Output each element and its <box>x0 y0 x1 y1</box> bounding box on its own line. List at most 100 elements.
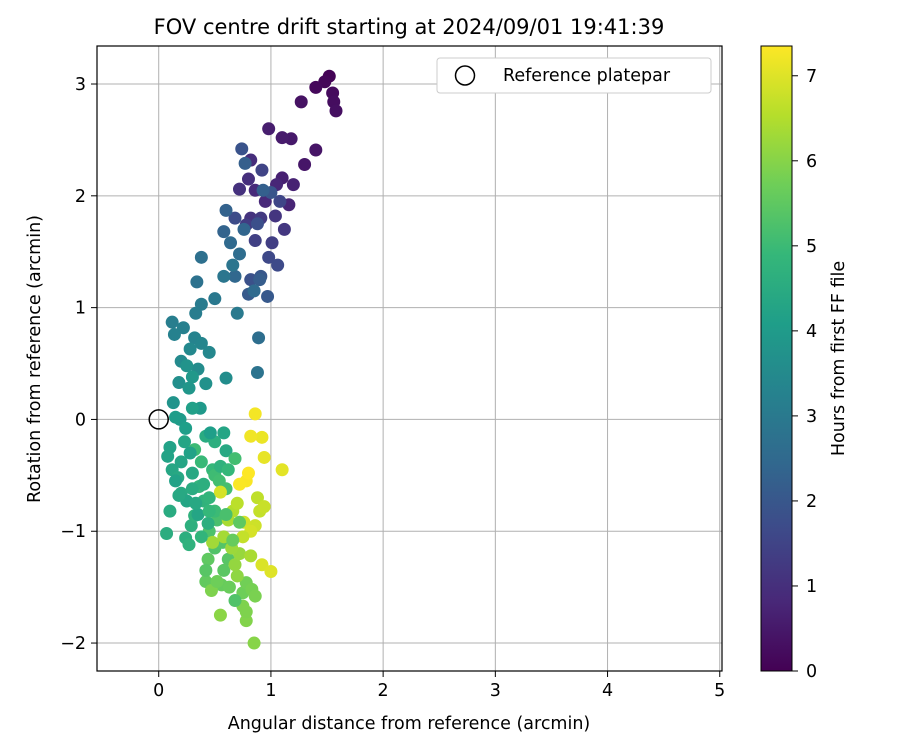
data-point <box>247 636 261 650</box>
colorbar: 0 1 2 3 4 5 6 7 Hours from first FF file <box>760 45 849 682</box>
data-point <box>228 211 242 225</box>
data-point <box>235 142 249 156</box>
data-point <box>183 446 197 460</box>
colorbar-tick-label: 6 <box>806 152 817 172</box>
data-point <box>201 516 215 530</box>
data-point <box>247 284 261 298</box>
data-point <box>264 564 278 578</box>
data-point <box>166 396 180 410</box>
data-point <box>161 449 175 463</box>
data-point <box>172 488 186 502</box>
data-point <box>241 172 255 186</box>
data-point <box>294 95 308 109</box>
grid <box>97 46 722 671</box>
colorbar-gradient <box>760 45 793 672</box>
data-point <box>257 500 271 514</box>
y-tick-label: 3 <box>75 75 86 95</box>
data-point <box>309 143 323 157</box>
data-point <box>202 504 216 518</box>
x-tick-label: 2 <box>378 681 389 701</box>
data-point <box>202 491 216 505</box>
data-point <box>265 236 279 250</box>
data-point <box>172 376 186 390</box>
data-point <box>194 250 208 264</box>
data-point <box>189 496 203 510</box>
data-point <box>180 359 194 373</box>
x-tick-label: 5 <box>714 681 725 701</box>
data-point <box>275 131 289 145</box>
x-tick-label: 1 <box>265 681 276 701</box>
data-point <box>257 450 271 464</box>
data-point <box>190 275 204 289</box>
data-point <box>221 463 235 477</box>
data-point <box>182 381 196 395</box>
scatter-points <box>148 69 343 650</box>
chart-title: FOV centre drift starting at 2024/09/01 … <box>154 15 665 39</box>
data-point <box>226 258 240 272</box>
data-point <box>239 614 253 628</box>
data-point <box>185 466 199 480</box>
data-point <box>228 269 242 283</box>
data-point <box>255 558 269 572</box>
x-axis-label: Angular distance from reference (arcmin) <box>228 714 591 734</box>
data-point <box>233 515 247 529</box>
data-point <box>219 203 233 217</box>
data-point <box>219 507 233 521</box>
colorbar-tick-label: 1 <box>806 577 817 597</box>
data-point <box>176 321 190 335</box>
data-point <box>252 331 266 345</box>
y-tick-label: −1 <box>60 522 86 542</box>
axis-ticks: 0 1 2 3 4 5 −2 −1 0 1 2 3 <box>60 75 725 701</box>
data-point <box>248 234 262 248</box>
data-point <box>183 342 197 356</box>
data-point <box>298 158 312 172</box>
data-point <box>185 482 199 496</box>
data-point <box>244 549 258 563</box>
x-tick-label: 4 <box>602 681 613 701</box>
data-point <box>199 377 213 391</box>
data-point <box>167 327 181 341</box>
data-point <box>189 306 203 320</box>
data-point <box>230 496 244 510</box>
data-point <box>217 269 231 283</box>
data-point <box>226 533 240 547</box>
y-axis-label: Rotation from reference (arcmin) <box>25 215 45 503</box>
data-point <box>271 258 285 272</box>
data-point <box>277 222 291 236</box>
data-point <box>275 463 289 477</box>
reference-platepar-marker <box>148 409 169 430</box>
data-point <box>230 306 244 320</box>
data-point <box>160 526 174 540</box>
data-point <box>210 575 224 589</box>
y-tick-label: −2 <box>60 634 86 654</box>
data-point <box>286 178 300 192</box>
data-point <box>238 156 252 170</box>
data-point <box>239 605 253 619</box>
data-point <box>241 466 255 480</box>
data-point <box>244 273 258 287</box>
legend: Reference platepar <box>436 57 712 94</box>
data-point <box>228 452 242 466</box>
colorbar-ticks: 0 1 2 3 4 5 6 7 <box>792 67 817 682</box>
data-point <box>219 444 233 458</box>
data-point <box>179 421 193 435</box>
colorbar-tick-label: 3 <box>806 407 817 427</box>
colorbar-label: Hours from first FF file <box>829 261 849 456</box>
plot-frame <box>96 45 723 672</box>
data-point <box>185 370 199 384</box>
data-point <box>268 209 282 223</box>
x-tick-label: 3 <box>490 681 501 701</box>
data-point <box>178 435 192 449</box>
data-point <box>256 183 270 197</box>
data-point <box>217 563 231 577</box>
data-point <box>185 401 199 415</box>
data-point <box>236 530 250 544</box>
data-point <box>203 426 217 440</box>
data-point <box>202 345 216 359</box>
data-point <box>191 507 205 521</box>
data-point <box>174 455 188 469</box>
legend-box <box>436 57 712 94</box>
data-point <box>206 535 220 549</box>
data-point <box>253 273 267 287</box>
